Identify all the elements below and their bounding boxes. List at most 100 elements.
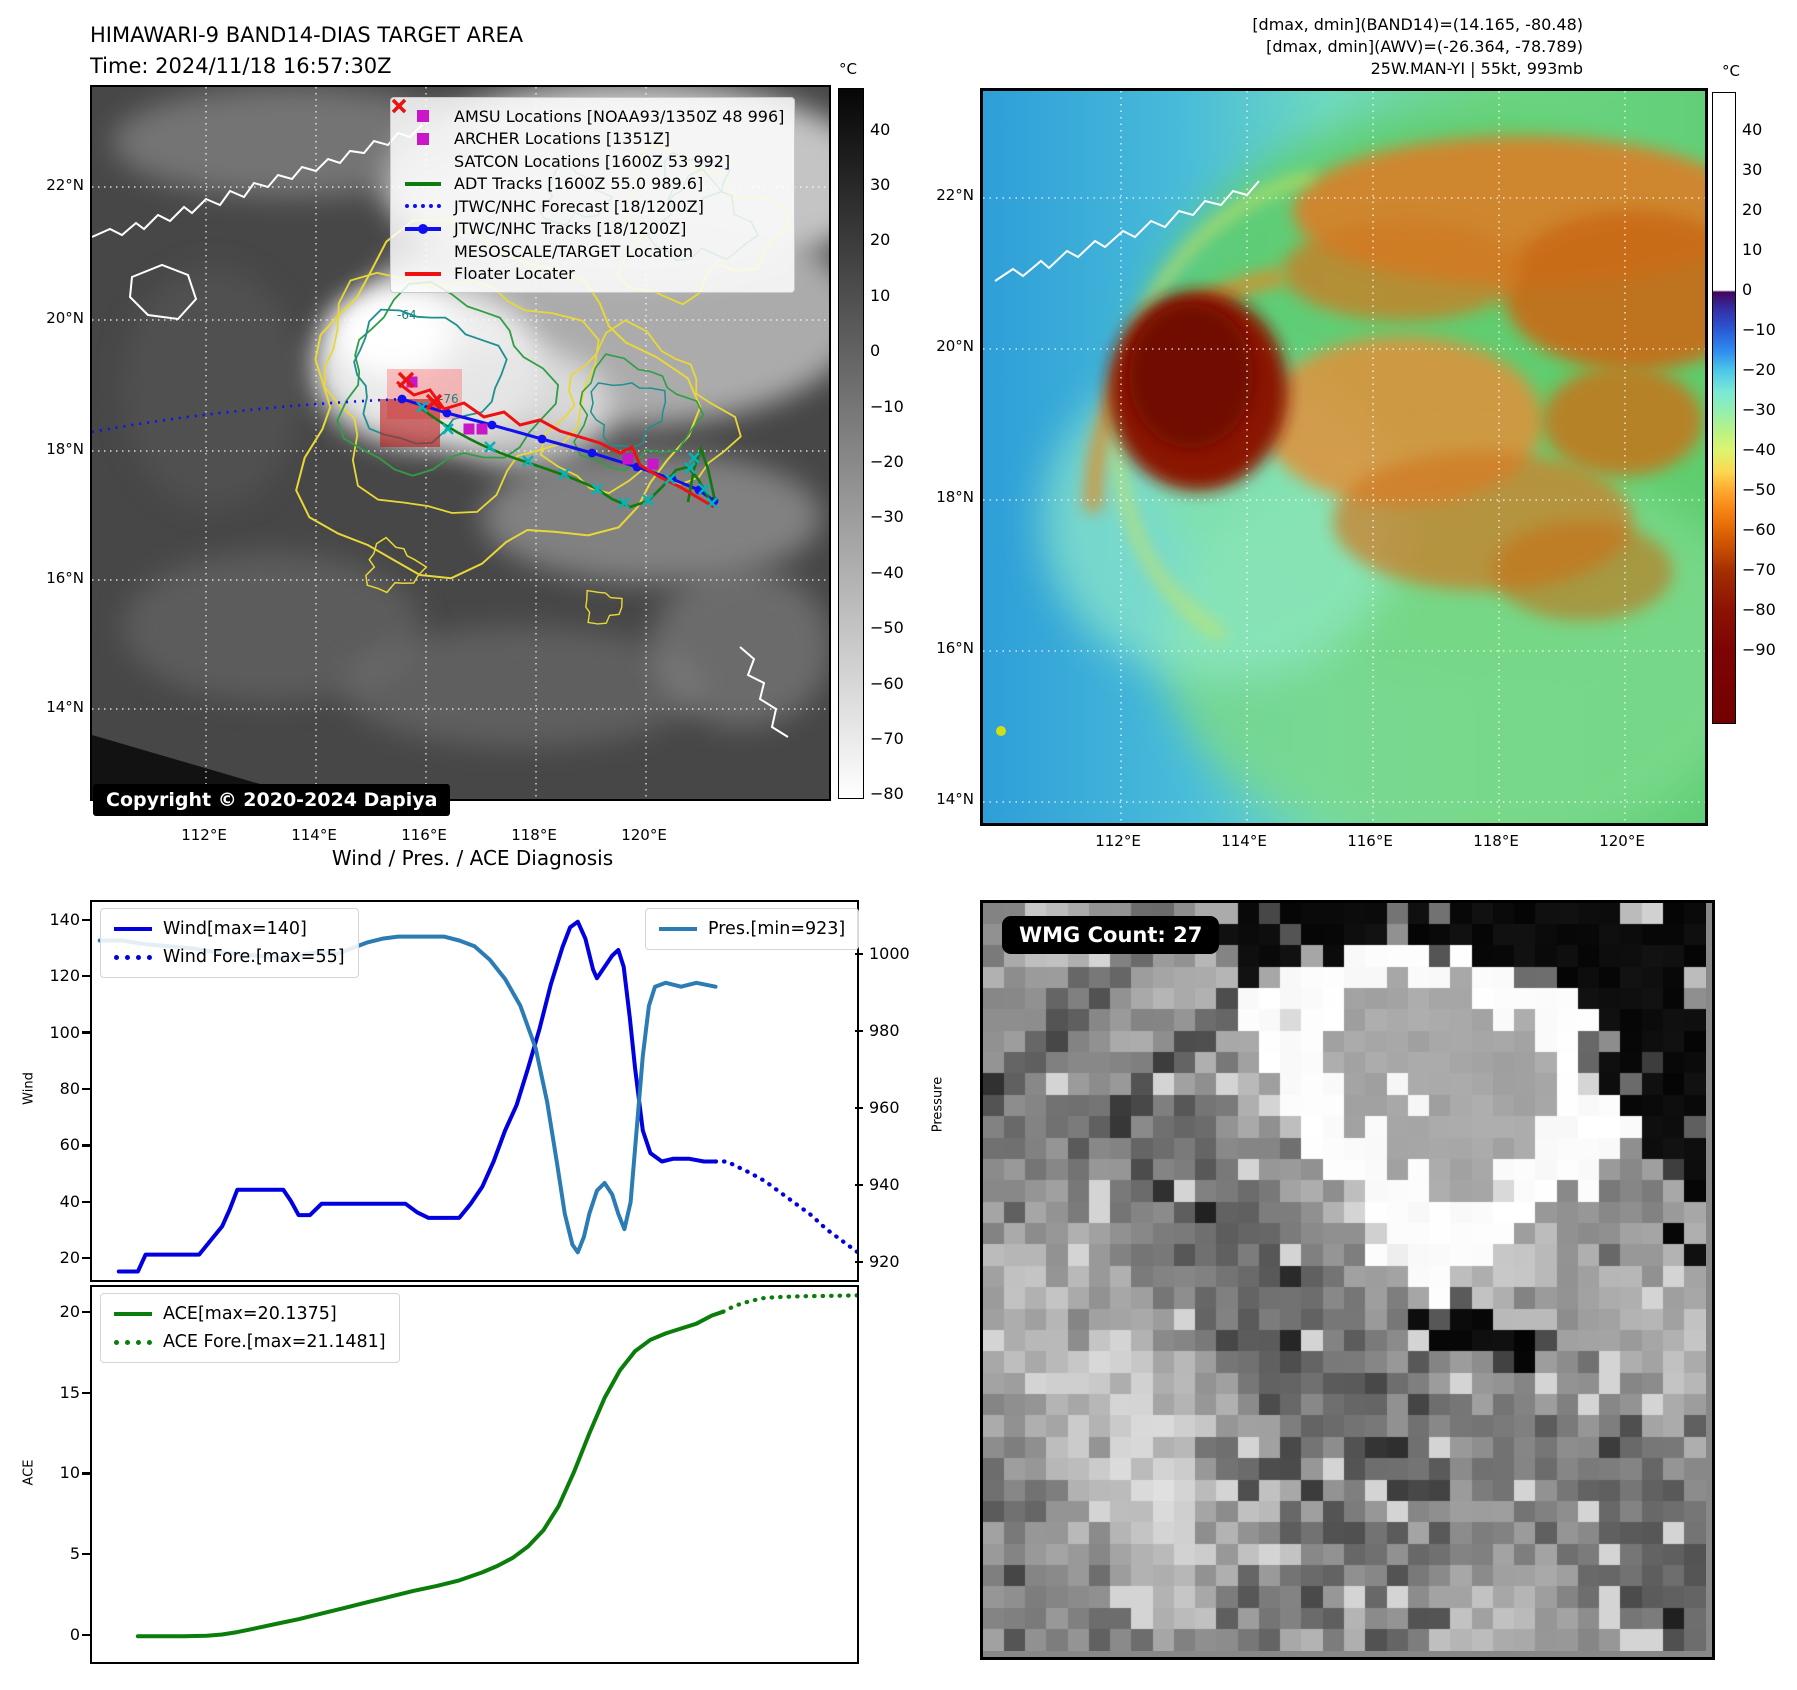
band14-satellite-map: -64 -76 AMSU Locations [NOAA93/1350Z 48 9… — [90, 85, 831, 816]
ace-legend: ACE[max=20.1375] ACE Fore.[max=21.1481] — [100, 1293, 400, 1363]
ace-tick-mark — [82, 1633, 90, 1637]
satcon-x-marker — [591, 483, 603, 495]
brightness-temp-contour — [573, 353, 705, 472]
square-glyph — [417, 110, 429, 123]
awv-y-tick-label: 20°N — [936, 337, 974, 355]
jtwc-track-point — [487, 420, 497, 430]
ace-tick-label: 5 — [69, 1544, 80, 1564]
floater-track-line — [396, 380, 715, 509]
cloud-blob — [332, 290, 452, 374]
ace-tick-label: 0 — [69, 1624, 80, 1644]
wind-tick-mark — [82, 1144, 90, 1147]
line-glyph — [405, 272, 441, 276]
ace-tick-label: 10 — [59, 1463, 80, 1483]
legend-label: JTWC/NHC Forecast [18/1200Z] — [454, 196, 704, 216]
band14-colorbar-tick: −80 — [870, 784, 904, 804]
band14-colorbar-tick: 30 — [870, 174, 891, 194]
band14-colorbar-tick: −10 — [870, 396, 904, 416]
band14-colorbar-tick: −30 — [870, 507, 904, 527]
jtwc-track-point — [587, 448, 597, 458]
adt-track-line-2 — [686, 445, 717, 503]
copyright-label: Copyright © 2020-2024 Dapiya — [93, 784, 451, 816]
island-coastline — [128, 263, 198, 321]
legend-item: SATCON Locations [1600Z 53 992] — [391, 98, 784, 173]
cloud-blob — [112, 87, 472, 197]
legend-label: ARCHER Locations [1351Z] — [454, 129, 671, 149]
target-x-marker — [397, 371, 415, 389]
chart-legend-label: Wind Fore.[max=55] — [163, 947, 345, 967]
line-dot-glyph — [405, 223, 441, 234]
awv-x-tick-label: 118°E — [1473, 832, 1519, 850]
coastline — [92, 124, 423, 238]
awv-colorbar-tick: −20 — [1742, 360, 1776, 379]
pressure-tick-mark — [855, 952, 863, 956]
awv-colorbar-tick: −40 — [1742, 440, 1776, 459]
wind-tick-label: 140 — [49, 909, 80, 929]
wmg-count-badge: WMG Count: 27 — [1002, 916, 1220, 954]
band14-colorbar — [838, 88, 864, 799]
pressure-tick-mark — [855, 1260, 863, 1264]
brightness-temp-contour — [585, 589, 623, 625]
series-ace — [135, 1309, 726, 1639]
storm-id-intensity: 25W.MAN-YI | 55kt, 993mb — [1370, 59, 1583, 78]
amsu-square-marker — [463, 423, 475, 435]
series-ace-fore- — [720, 1293, 857, 1314]
awv-colorbar-tick: −10 — [1742, 320, 1776, 339]
awv-colorbar-tick: 10 — [1742, 240, 1763, 259]
band14-y-tick-label: 22°N — [46, 176, 84, 194]
awv-x-tick-label: 112°E — [1095, 832, 1141, 850]
band14-colorbar-tick: 0 — [870, 341, 881, 361]
legend-item: MESOSCALE/TARGET Location — [391, 98, 784, 263]
legend-label: Floater Locater — [454, 264, 575, 284]
awv-colorbar-tick: −50 — [1742, 480, 1776, 499]
chart-legend-item: Wind[max=140] — [114, 915, 345, 943]
awv-colorbar-tick: 40 — [1742, 120, 1763, 139]
chart-legend-item: Pres.[min=923] — [659, 915, 845, 943]
ace-series — [135, 1293, 857, 1639]
dotted-marker-icon — [399, 204, 447, 209]
wind-tick-label: 40 — [59, 1191, 80, 1211]
ace-axis-label: ACE — [21, 1459, 37, 1486]
satcon-x-marker — [688, 452, 700, 464]
dry-slot-blob — [1493, 521, 1673, 621]
awv-colorbar-tick: −80 — [1742, 600, 1776, 619]
band14-colorbar-tick: −60 — [870, 673, 904, 693]
awv-colorbar-tick: −70 — [1742, 560, 1776, 579]
jtwc-track-point — [397, 394, 407, 404]
wind-legend: Wind[max=140] Wind Fore.[max=55] — [100, 908, 359, 978]
legend-label: MESOSCALE/TARGET Location — [454, 241, 693, 261]
wind-tick-mark — [82, 1087, 90, 1091]
legend-label: SATCON Locations [1600Z 53 992] — [454, 151, 731, 171]
awv-y-tick-label: 16°N — [936, 639, 974, 657]
legend-label: JTWC/NHC Tracks [18/1200Z] — [454, 219, 687, 239]
chart-legend-item: ACE[max=20.1375] — [114, 1300, 386, 1328]
wind-tick-label: 80 — [59, 1079, 80, 1098]
wind-tick-label: 20 — [59, 1248, 80, 1268]
wind-tick-label: 100 — [49, 1022, 80, 1042]
satcon-x-marker — [522, 455, 534, 467]
wind-tick-label: 120 — [49, 966, 80, 986]
band14-colorbar-unit: °C — [839, 60, 857, 78]
chart-legend-item: ACE Fore.[max=21.1481] — [114, 1328, 386, 1356]
chart-legend-label: ACE[max=20.1375] — [163, 1304, 337, 1324]
band14-colorbar-tick: 20 — [870, 230, 891, 250]
legend-item: JTWC/NHC Forecast [18/1200Z] — [399, 195, 784, 218]
awv-colorbar-tick: 0 — [1742, 280, 1753, 299]
wmg-pixel-panel — [980, 900, 1715, 1660]
chart-legend-label: Pres.[min=923] — [708, 919, 846, 939]
line-sample-icon — [114, 926, 152, 932]
cloud-blob — [342, 627, 702, 747]
awv-colorbar-tick: −60 — [1742, 520, 1776, 539]
line-marker-icon — [399, 182, 447, 186]
band14-y-tick-label: 14°N — [46, 698, 84, 716]
coastline-southeast — [739, 646, 789, 738]
awv-colorbar-unit: °C — [1722, 62, 1740, 80]
page-title: HIMAWARI-9 BAND14-DIAS TARGET AREA — [90, 23, 524, 47]
band14-x-tick-label: 114°E — [291, 826, 337, 844]
pressure-tick-label: 980 — [869, 1020, 900, 1040]
cloud-blob — [432, 347, 612, 467]
wind-tick-mark — [82, 974, 90, 978]
awv-x-tick-label: 120°E — [1599, 832, 1645, 850]
awv-x-tick-label: 114°E — [1221, 832, 1267, 850]
band14-colorbar-tick: −70 — [870, 728, 904, 748]
